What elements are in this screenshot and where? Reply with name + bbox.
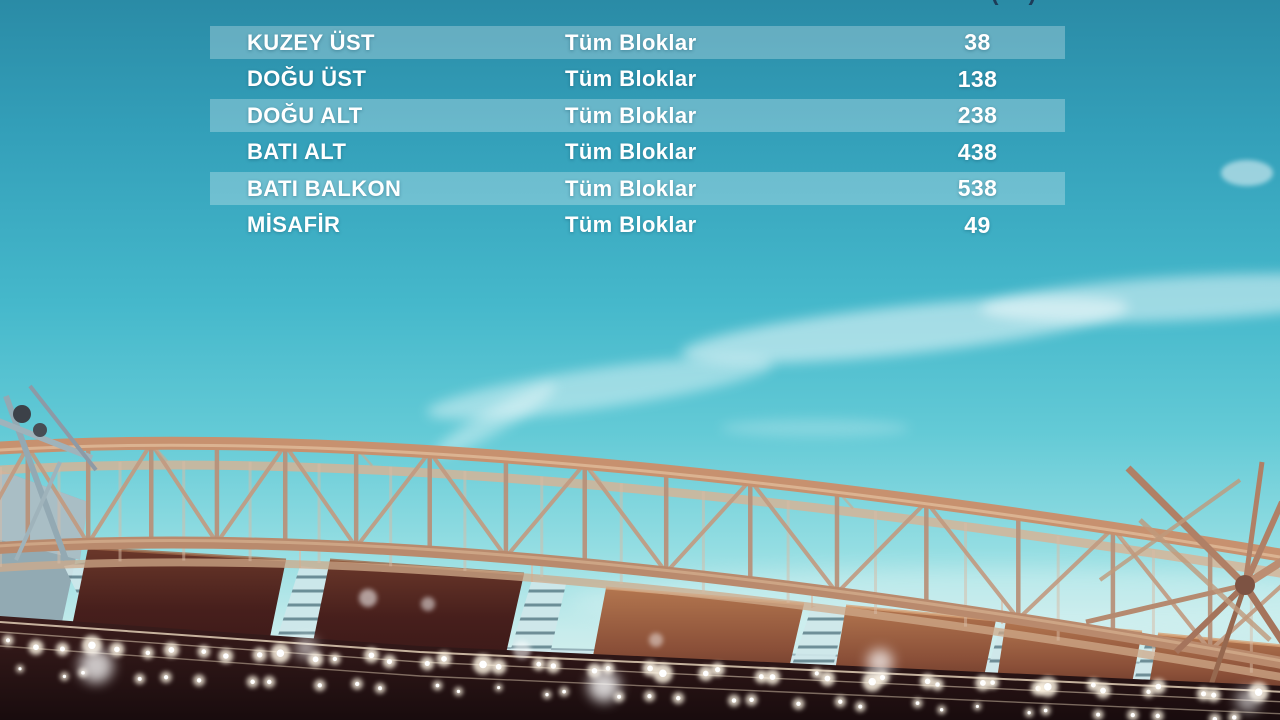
tribune-cell: KUZEY ÜST: [247, 29, 375, 55]
blocks-cell: Tüm Bloklar: [565, 102, 697, 128]
roof-truss: [0, 384, 1280, 701]
price-cell: 49: [964, 211, 991, 238]
light-glows: [79, 589, 1260, 712]
table-row: BATI BALKON Tüm Bloklar 538: [210, 172, 1065, 205]
price-cell: 238: [957, 102, 998, 128]
truss-left-mast: [0, 384, 98, 562]
tribune-cell: BATI ALT: [247, 139, 347, 164]
blocks-cell: Tüm Bloklar: [565, 212, 697, 237]
blocks-cell: Tüm Bloklar: [565, 66, 697, 91]
table-row: BATI ALT Tüm Bloklar 438: [210, 136, 1065, 169]
price-rows: KUZEY ÜST Tüm Bloklar 38 DOĞU ÜST Tüm Bl…: [210, 0, 1065, 242]
ticket-price-table: TRİBÜN FİYAT (TL) KUZEY ÜST Tüm Bloklar …: [210, 0, 1065, 242]
tribune-cell: DOĞU ÜST: [247, 66, 367, 91]
table-header: TRİBÜN FİYAT (TL): [210, 0, 1065, 4]
table-row: MİSAFİR Tüm Bloklar 49: [210, 209, 1065, 242]
blocks-cell: Tüm Bloklar: [565, 29, 697, 55]
blocks-cell: Tüm Bloklar: [565, 175, 697, 201]
price-cell: 538: [957, 175, 998, 201]
blocks-cell: Tüm Bloklar: [565, 139, 697, 164]
price-cell: 138: [957, 65, 998, 92]
table-row: DOĞU ÜST Tüm Bloklar 138: [210, 63, 1065, 96]
stands: [0, 616, 1280, 720]
tribune-cell: BATI BALKON: [247, 175, 402, 201]
tribune-cell: DOĞU ALT: [247, 102, 363, 128]
price-cell: 38: [964, 29, 991, 55]
truss-right-node: [1085, 461, 1280, 701]
header-price: FİYAT (TL): [890, 0, 1065, 4]
header-spacer: [565, 0, 890, 4]
header-tribune: TRİBÜN: [210, 0, 565, 4]
table-row: KUZEY ÜST Tüm Bloklar 38: [210, 26, 1065, 59]
tribune-cell: MİSAFİR: [247, 212, 341, 237]
price-cell: 438: [957, 138, 998, 165]
table-row: DOĞU ALT Tüm Bloklar 238: [210, 99, 1065, 132]
